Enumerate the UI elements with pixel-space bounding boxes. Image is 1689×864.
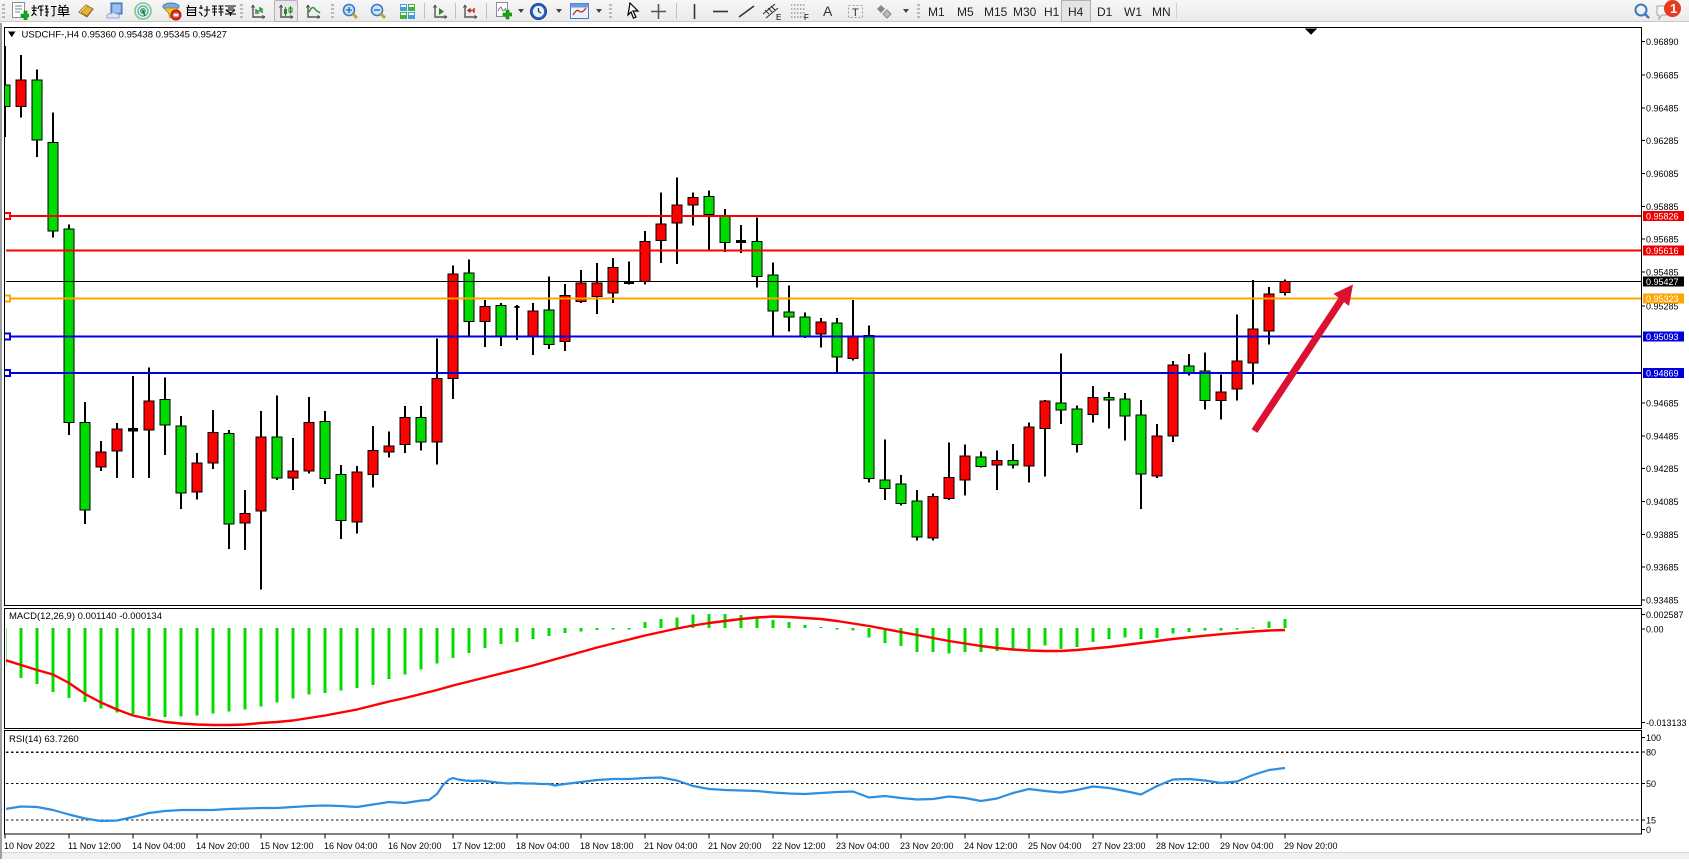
- svg-text:0.95685: 0.95685: [1646, 235, 1679, 245]
- svg-text:24 Nov 12:00: 24 Nov 12:00: [964, 841, 1018, 851]
- svg-text:0.94485: 0.94485: [1646, 431, 1679, 441]
- svg-text:18 Nov 18:00: 18 Nov 18:00: [580, 841, 634, 851]
- svg-text:0.95826: 0.95826: [1646, 212, 1679, 222]
- svg-text:29 Nov 20:00: 29 Nov 20:00: [1284, 841, 1338, 851]
- svg-text:RSI(14) 63.7260: RSI(14) 63.7260: [9, 734, 79, 745]
- svg-text:0.95885: 0.95885: [1646, 202, 1679, 212]
- svg-text:27 Nov 23:00: 27 Nov 23:00: [1092, 841, 1146, 851]
- svg-text:0.94869: 0.94869: [1646, 369, 1679, 379]
- svg-text:0.95616: 0.95616: [1646, 246, 1679, 256]
- svg-text:21 Nov 20:00: 21 Nov 20:00: [708, 841, 762, 851]
- svg-text:15 Nov 12:00: 15 Nov 12:00: [260, 841, 314, 851]
- svg-text:17 Nov 12:00: 17 Nov 12:00: [452, 841, 506, 851]
- svg-text:21 Nov 04:00: 21 Nov 04:00: [644, 841, 698, 851]
- svg-text:0.94085: 0.94085: [1646, 497, 1679, 507]
- svg-text:14 Nov 20:00: 14 Nov 20:00: [196, 841, 250, 851]
- svg-text:10 Nov 2022: 10 Nov 2022: [4, 841, 55, 851]
- svg-text:0.95093: 0.95093: [1646, 332, 1679, 342]
- svg-text:0.95485: 0.95485: [1646, 267, 1679, 277]
- svg-text:0.96890: 0.96890: [1646, 37, 1679, 47]
- svg-text:MACD(12,26,9) 0.001140 -0.0001: MACD(12,26,9) 0.001140 -0.000134: [9, 611, 162, 622]
- svg-text:0.96685: 0.96685: [1646, 71, 1679, 81]
- svg-text:F: F: [804, 13, 809, 21]
- svg-text:50: 50: [1646, 779, 1656, 789]
- svg-text:28 Nov 12:00: 28 Nov 12:00: [1156, 841, 1210, 851]
- svg-text:0.002587: 0.002587: [1646, 610, 1684, 620]
- svg-text:0.94685: 0.94685: [1646, 399, 1679, 409]
- svg-text:18 Nov 04:00: 18 Nov 04:00: [516, 841, 570, 851]
- svg-text:23 Nov 04:00: 23 Nov 04:00: [836, 841, 890, 851]
- svg-text:0: 0: [1646, 825, 1651, 835]
- svg-text:0.94285: 0.94285: [1646, 464, 1679, 474]
- svg-text:0.95427: 0.95427: [1646, 277, 1679, 287]
- svg-text:0.93685: 0.93685: [1646, 563, 1679, 573]
- svg-text:80: 80: [1646, 748, 1656, 758]
- svg-text:0.96085: 0.96085: [1646, 169, 1679, 179]
- svg-text:15: 15: [1646, 816, 1656, 826]
- svg-text:-0.013133: -0.013133: [1646, 718, 1687, 728]
- svg-text:25 Nov 04:00: 25 Nov 04:00: [1028, 841, 1082, 851]
- svg-text:0.00: 0.00: [1646, 625, 1664, 635]
- svg-text:E: E: [776, 13, 781, 21]
- svg-text:0.96285: 0.96285: [1646, 136, 1679, 146]
- svg-text:16 Nov 04:00: 16 Nov 04:00: [324, 841, 378, 851]
- svg-text:100: 100: [1646, 733, 1661, 743]
- svg-text:0.96485: 0.96485: [1646, 103, 1679, 113]
- svg-text:11 Nov 12:00: 11 Nov 12:00: [68, 841, 121, 851]
- svg-text:16 Nov 20:00: 16 Nov 20:00: [388, 841, 442, 851]
- svg-text:USDCHF-,H4 0.95360 0.95438 0.: USDCHF-,H4 0.95360 0.95438 0.95345 0.954…: [22, 30, 227, 41]
- svg-text:23 Nov 20:00: 23 Nov 20:00: [900, 841, 954, 851]
- svg-text:0.93485: 0.93485: [1646, 595, 1679, 605]
- svg-text:T: T: [852, 7, 859, 19]
- svg-text:22 Nov 12:00: 22 Nov 12:00: [772, 841, 826, 851]
- svg-text:0.95323: 0.95323: [1646, 294, 1679, 304]
- svg-text:29 Nov 04:00: 29 Nov 04:00: [1220, 841, 1274, 851]
- svg-text:0.93885: 0.93885: [1646, 530, 1679, 540]
- svg-text:14 Nov 04:00: 14 Nov 04:00: [132, 841, 186, 851]
- svg-text:0.95285: 0.95285: [1646, 302, 1679, 312]
